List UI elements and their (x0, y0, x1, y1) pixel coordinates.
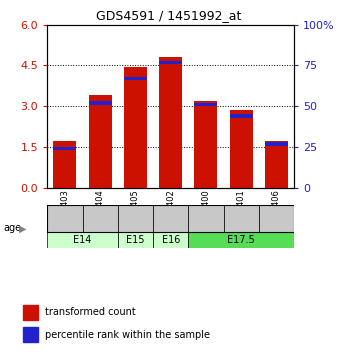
Bar (47, 232, 118, 248)
Bar (89, 101, 112, 105)
Text: E15: E15 (126, 235, 145, 245)
Text: E14: E14 (73, 235, 92, 245)
Bar (265, 142, 288, 145)
Bar (159, 57, 182, 188)
Bar (53, 147, 76, 150)
Bar (118, 205, 153, 232)
Bar (47, 205, 82, 232)
Bar (47, 205, 294, 232)
Bar (188, 205, 223, 232)
Bar (23, 305, 39, 320)
Text: GDS4591 / 1451992_at: GDS4591 / 1451992_at (96, 9, 242, 22)
Bar (159, 61, 182, 64)
Bar (124, 67, 147, 188)
Bar (124, 77, 147, 80)
Bar (53, 142, 76, 188)
Bar (259, 205, 294, 232)
Text: transformed count: transformed count (45, 307, 135, 317)
Text: E16: E16 (162, 235, 180, 245)
Bar (230, 114, 252, 118)
Bar (153, 232, 188, 248)
Bar (89, 95, 112, 188)
Bar (23, 327, 39, 342)
Bar (153, 205, 188, 232)
Text: age: age (3, 223, 22, 233)
Bar (223, 205, 259, 232)
Bar (118, 232, 153, 248)
Text: percentile rank within the sample: percentile rank within the sample (45, 330, 210, 339)
Bar (194, 101, 217, 188)
Bar (230, 110, 252, 188)
Bar (82, 205, 118, 232)
Bar (194, 103, 217, 107)
Bar (265, 142, 288, 188)
Bar (188, 232, 294, 248)
Text: E17.5: E17.5 (227, 235, 255, 245)
Text: ▶: ▶ (19, 223, 26, 233)
